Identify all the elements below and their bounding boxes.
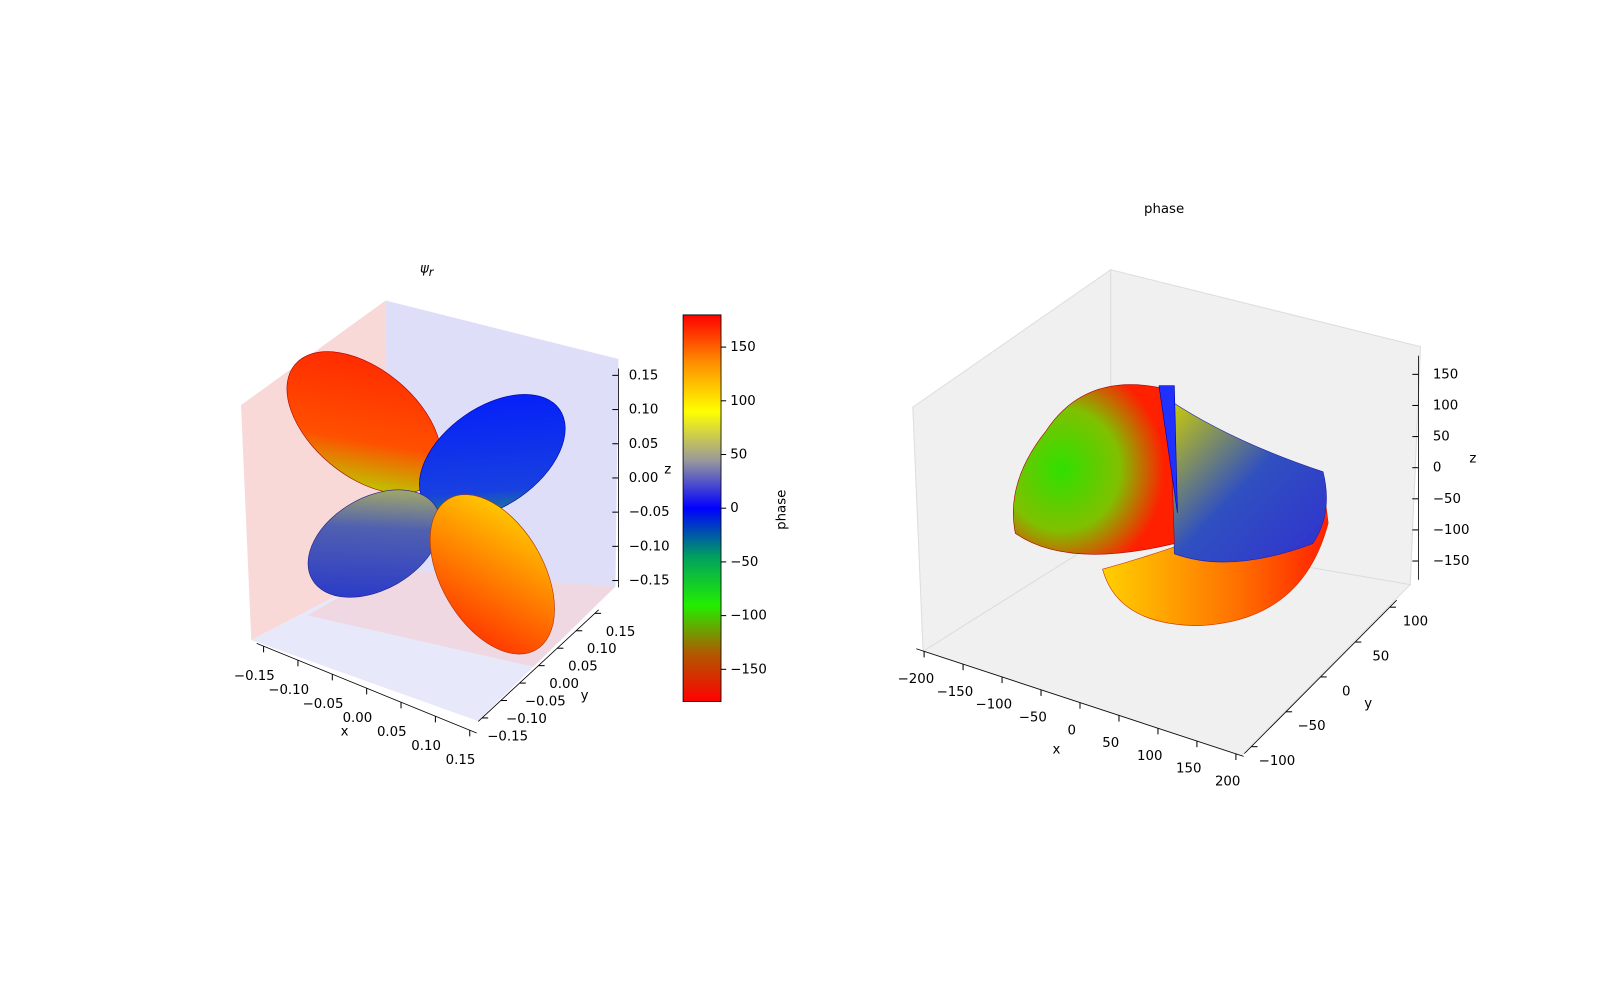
- x-tick-label: 200: [1215, 775, 1240, 790]
- x-tick-label: 50: [1102, 736, 1119, 751]
- z-tick-label: 0.00: [629, 471, 659, 486]
- z-tick-label: −0.15: [629, 574, 670, 589]
- x-tick-label: 0.05: [377, 725, 407, 740]
- y-tick-label: −0.05: [525, 695, 566, 710]
- y-tick-label: 0.00: [549, 677, 579, 692]
- x-tick-label: 100: [1137, 749, 1162, 764]
- colorbar-tick-label: 50: [730, 448, 747, 463]
- x-label: x: [1052, 743, 1060, 758]
- y-tick-label: −0.10: [506, 712, 547, 727]
- z-tick-label: −100: [1433, 523, 1470, 538]
- x-tick-label: −100: [976, 698, 1013, 713]
- z-tick-label: 0.05: [629, 437, 659, 452]
- z-tick-label: 0.15: [629, 368, 659, 383]
- x-tick-label: −50: [1019, 710, 1047, 725]
- z-tick-label: −150: [1433, 554, 1470, 569]
- y-tick-label: 50: [1372, 649, 1389, 664]
- colorbar-tick-label: 100: [730, 394, 755, 409]
- y-tick-label: 0.15: [606, 625, 636, 640]
- right-surface: [1013, 384, 1329, 626]
- title-main: ψ: [420, 262, 429, 277]
- colorbar-tick-label: 150: [730, 340, 755, 355]
- colorbar: [682, 314, 722, 702]
- z-tick-label: 100: [1433, 398, 1458, 413]
- y-label: y: [1364, 697, 1372, 712]
- z-tick-label: −0.05: [629, 505, 670, 520]
- colorbar-tick-label: −100: [730, 609, 767, 624]
- left-title: ψr: [420, 262, 435, 279]
- colorbar-tick-label: 0: [730, 501, 738, 516]
- y-label: y: [581, 688, 589, 703]
- x-tick-label: 0: [1068, 723, 1076, 738]
- colorbar-label: phase: [775, 490, 790, 530]
- left-lobes: [286, 351, 566, 655]
- y-tick-label: −0.15: [487, 729, 528, 744]
- x-tick-label: −150: [937, 685, 974, 700]
- y-tick-label: 0.10: [587, 642, 617, 657]
- z-tick-label: −0.10: [629, 539, 670, 554]
- x-tick-label: 0.10: [411, 739, 441, 754]
- z-tick-label: 0.10: [629, 403, 659, 418]
- x-tick-label: 150: [1176, 762, 1201, 777]
- y-tick-label: −50: [1298, 719, 1326, 734]
- x-tick-label: −0.10: [268, 683, 309, 698]
- x-tick-label: −0.05: [303, 697, 344, 712]
- x-tick-label: 0.00: [343, 711, 373, 726]
- x-tick-label: −200: [898, 672, 935, 687]
- x-label: x: [341, 724, 349, 739]
- z-label: z: [1469, 451, 1476, 466]
- y-tick-label: −100: [1259, 754, 1296, 769]
- z-tick-label: 150: [1433, 367, 1458, 382]
- z-tick-label: 50: [1433, 430, 1450, 445]
- colorbar-tick-label: −150: [730, 662, 767, 677]
- z-tick-label: −50: [1433, 492, 1461, 507]
- x-tick-label: 0.15: [446, 753, 476, 768]
- z-tick-label: 0: [1433, 461, 1441, 476]
- colorbar-tick-label: −50: [730, 555, 758, 570]
- x-tick-label: −0.15: [234, 669, 275, 684]
- right-title: phase: [1144, 202, 1184, 217]
- y-tick-label: 100: [1403, 615, 1428, 630]
- y-tick-label: 0: [1342, 684, 1350, 699]
- z-label: z: [664, 463, 671, 478]
- y-tick-label: 0.05: [568, 660, 598, 675]
- title-subscript: r: [429, 266, 435, 279]
